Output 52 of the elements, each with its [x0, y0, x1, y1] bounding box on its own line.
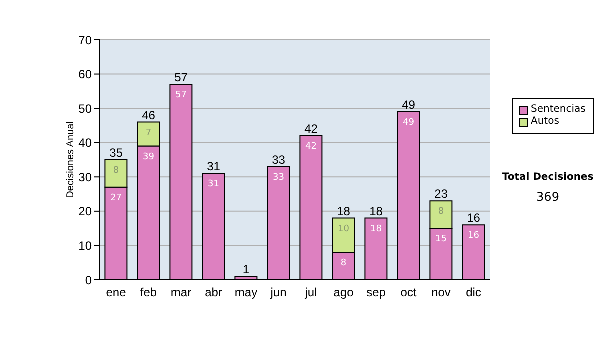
- y-axis-title: Decisiones Anual: [66, 122, 77, 198]
- data-label: 8: [340, 258, 347, 269]
- total-label: 18: [370, 204, 384, 218]
- data-label: 8: [113, 166, 120, 176]
- y-tick-label: 60: [78, 68, 92, 82]
- x-tick-label: sep: [366, 286, 386, 300]
- text: Total Decisiones: [501, 172, 595, 183]
- y-tick-label: 50: [78, 102, 92, 116]
- data-label: 42: [306, 142, 317, 152]
- total-label: 33: [272, 152, 286, 167]
- x-tick-label: jun: [270, 286, 287, 300]
- legend-label: Autos: [530, 116, 560, 128]
- total-label: 1: [242, 262, 250, 277]
- data-label: 31: [208, 180, 220, 190]
- data-label: 7: [146, 128, 152, 138]
- total-label: 49: [402, 98, 416, 112]
- x-tick-label: oct: [400, 286, 418, 300]
- data-label: 57: [176, 90, 187, 101]
- total-label: 18: [337, 204, 351, 218]
- x-tick-label: nov: [432, 286, 451, 300]
- x-tick-label: mar: [170, 286, 192, 300]
- y-tick-label: 70: [78, 33, 92, 48]
- total-label: 16: [467, 211, 481, 226]
- total-label: 35: [110, 146, 124, 160]
- data-label: 39: [143, 152, 155, 162]
- y-tick-label: 10: [78, 238, 92, 253]
- y-tick-label: 30: [78, 170, 92, 184]
- total-label: 57: [174, 70, 188, 85]
- data-label: 27: [110, 193, 122, 204]
- x-tick-label: ago: [334, 286, 354, 300]
- x-tick-label: ene: [106, 286, 127, 300]
- total-label: 46: [142, 108, 156, 122]
- x-tick-label: jul: [304, 286, 318, 300]
- data-label: 33: [273, 172, 284, 183]
- data-label: 18: [370, 224, 382, 234]
- data-label: 10: [338, 224, 350, 234]
- text: 369: [536, 190, 560, 204]
- x-tick-label: feb: [140, 286, 158, 300]
- total-label: 42: [304, 122, 318, 136]
- x-tick-label: abr: [205, 286, 222, 300]
- x-tick-label: may: [234, 286, 258, 300]
- y-tick-label: 0: [85, 273, 92, 288]
- data-label: 16: [468, 231, 480, 242]
- data-label: 8: [438, 207, 444, 218]
- y-tick-label: 20: [78, 204, 92, 219]
- total-label: 23: [434, 187, 448, 202]
- data-label: 49: [403, 118, 415, 128]
- legend-label: Sentencias: [530, 104, 587, 116]
- total-label: 31: [207, 160, 221, 174]
- y-tick-label: 40: [78, 136, 92, 150]
- data-label: 15: [436, 234, 447, 245]
- x-tick-label: dic: [466, 286, 482, 300]
